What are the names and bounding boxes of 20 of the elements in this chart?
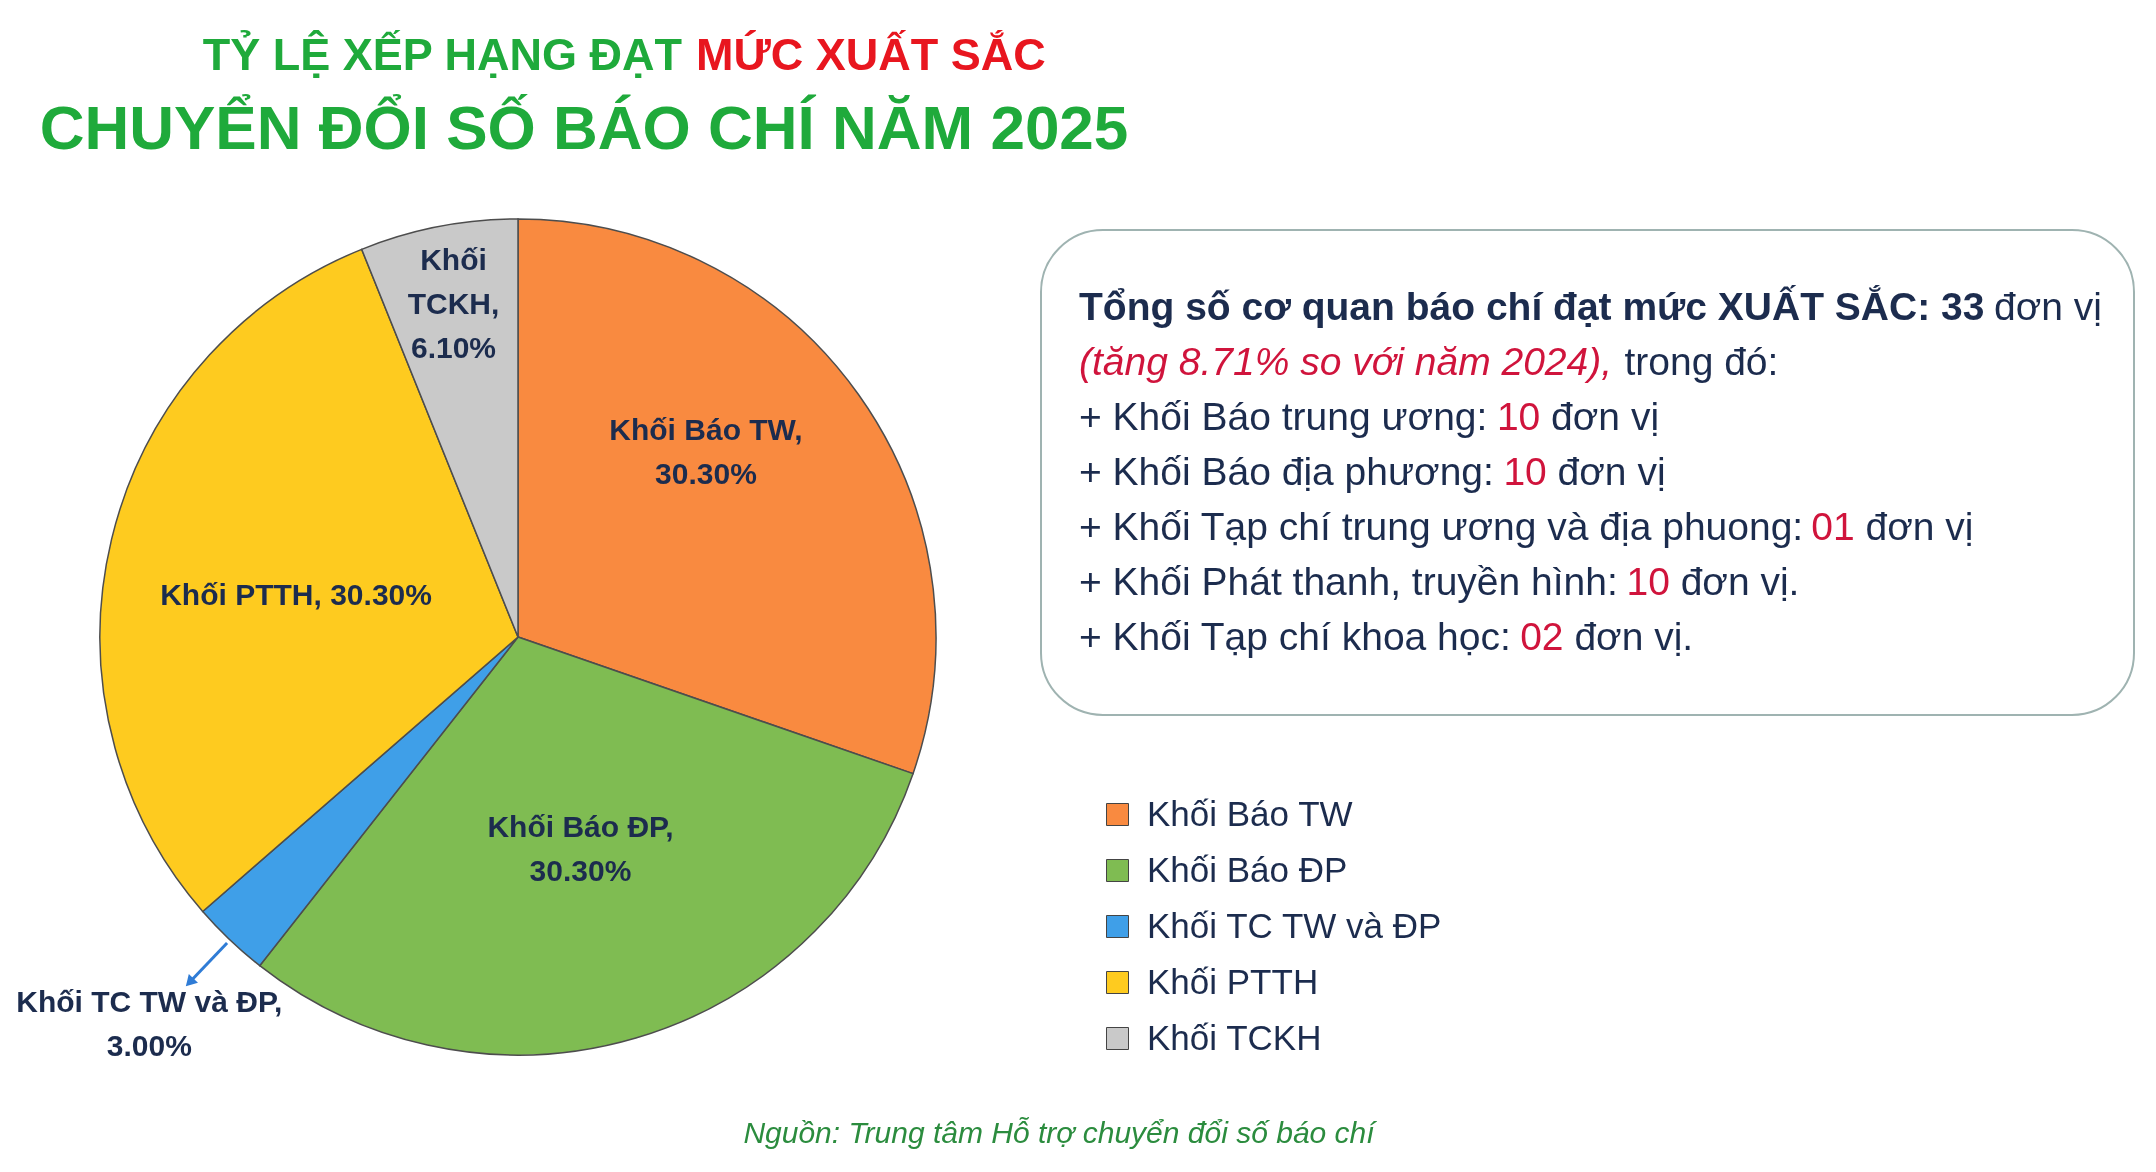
legend-label: Khối TCKH — [1147, 1017, 1322, 1057]
text: + Khối Tạp chí khoa học: 02 đơn vị. — [1079, 615, 1694, 658]
text: Tổng số cơ quan báo chí đạt mức XUẤT SẮC: 33 đơn vị — [1079, 285, 2102, 328]
legend-label: Khối Báo TW — [1147, 793, 1353, 833]
text: + Khối Báo địa phương: 10 đơn vị — [1079, 450, 1666, 493]
data-label: Khối TCKH, 6.10% — [407, 242, 500, 364]
legend-label: Khối Báo ĐP — [1147, 849, 1348, 889]
data-label: Khối Báo ĐP, 30.30% — [487, 809, 674, 887]
legend-label: Khối PTTH — [1147, 961, 1319, 1001]
text: (tăng 8.71% so với năm 2024), trong đó: — [1079, 340, 1779, 383]
data-label: Khối PTTH, 30.30% — [160, 577, 432, 611]
legend-label: Khối TC TW và ĐP — [1147, 905, 1442, 945]
text: + Khối Phát thanh, truyền hình: 10 đơn vị. — [1079, 560, 1800, 603]
data-label: Khối TC TW và ĐP, 3.00% — [16, 984, 283, 1062]
chart-subtitle: CHUYỂN ĐỔI SỐ BÁO CHÍ NĂM 2025 — [39, 93, 1129, 162]
chart-title: TỶ LỆ XẾP HẠNG ĐẠT MỨC XUẤT SẮC — [202, 29, 1046, 80]
text: Nguồn: Trung tâm Hỗ trợ chuyển đổi số báo chí — [743, 1116, 1378, 1149]
text: + Khối Tạp chí trung ương và địa phuong: 01 đơn vị — [1079, 505, 1974, 548]
data-label: Khối Báo TW, 30.30% — [609, 412, 803, 490]
text: + Khối Báo trung ương: 10 đơn vị — [1079, 395, 1660, 438]
